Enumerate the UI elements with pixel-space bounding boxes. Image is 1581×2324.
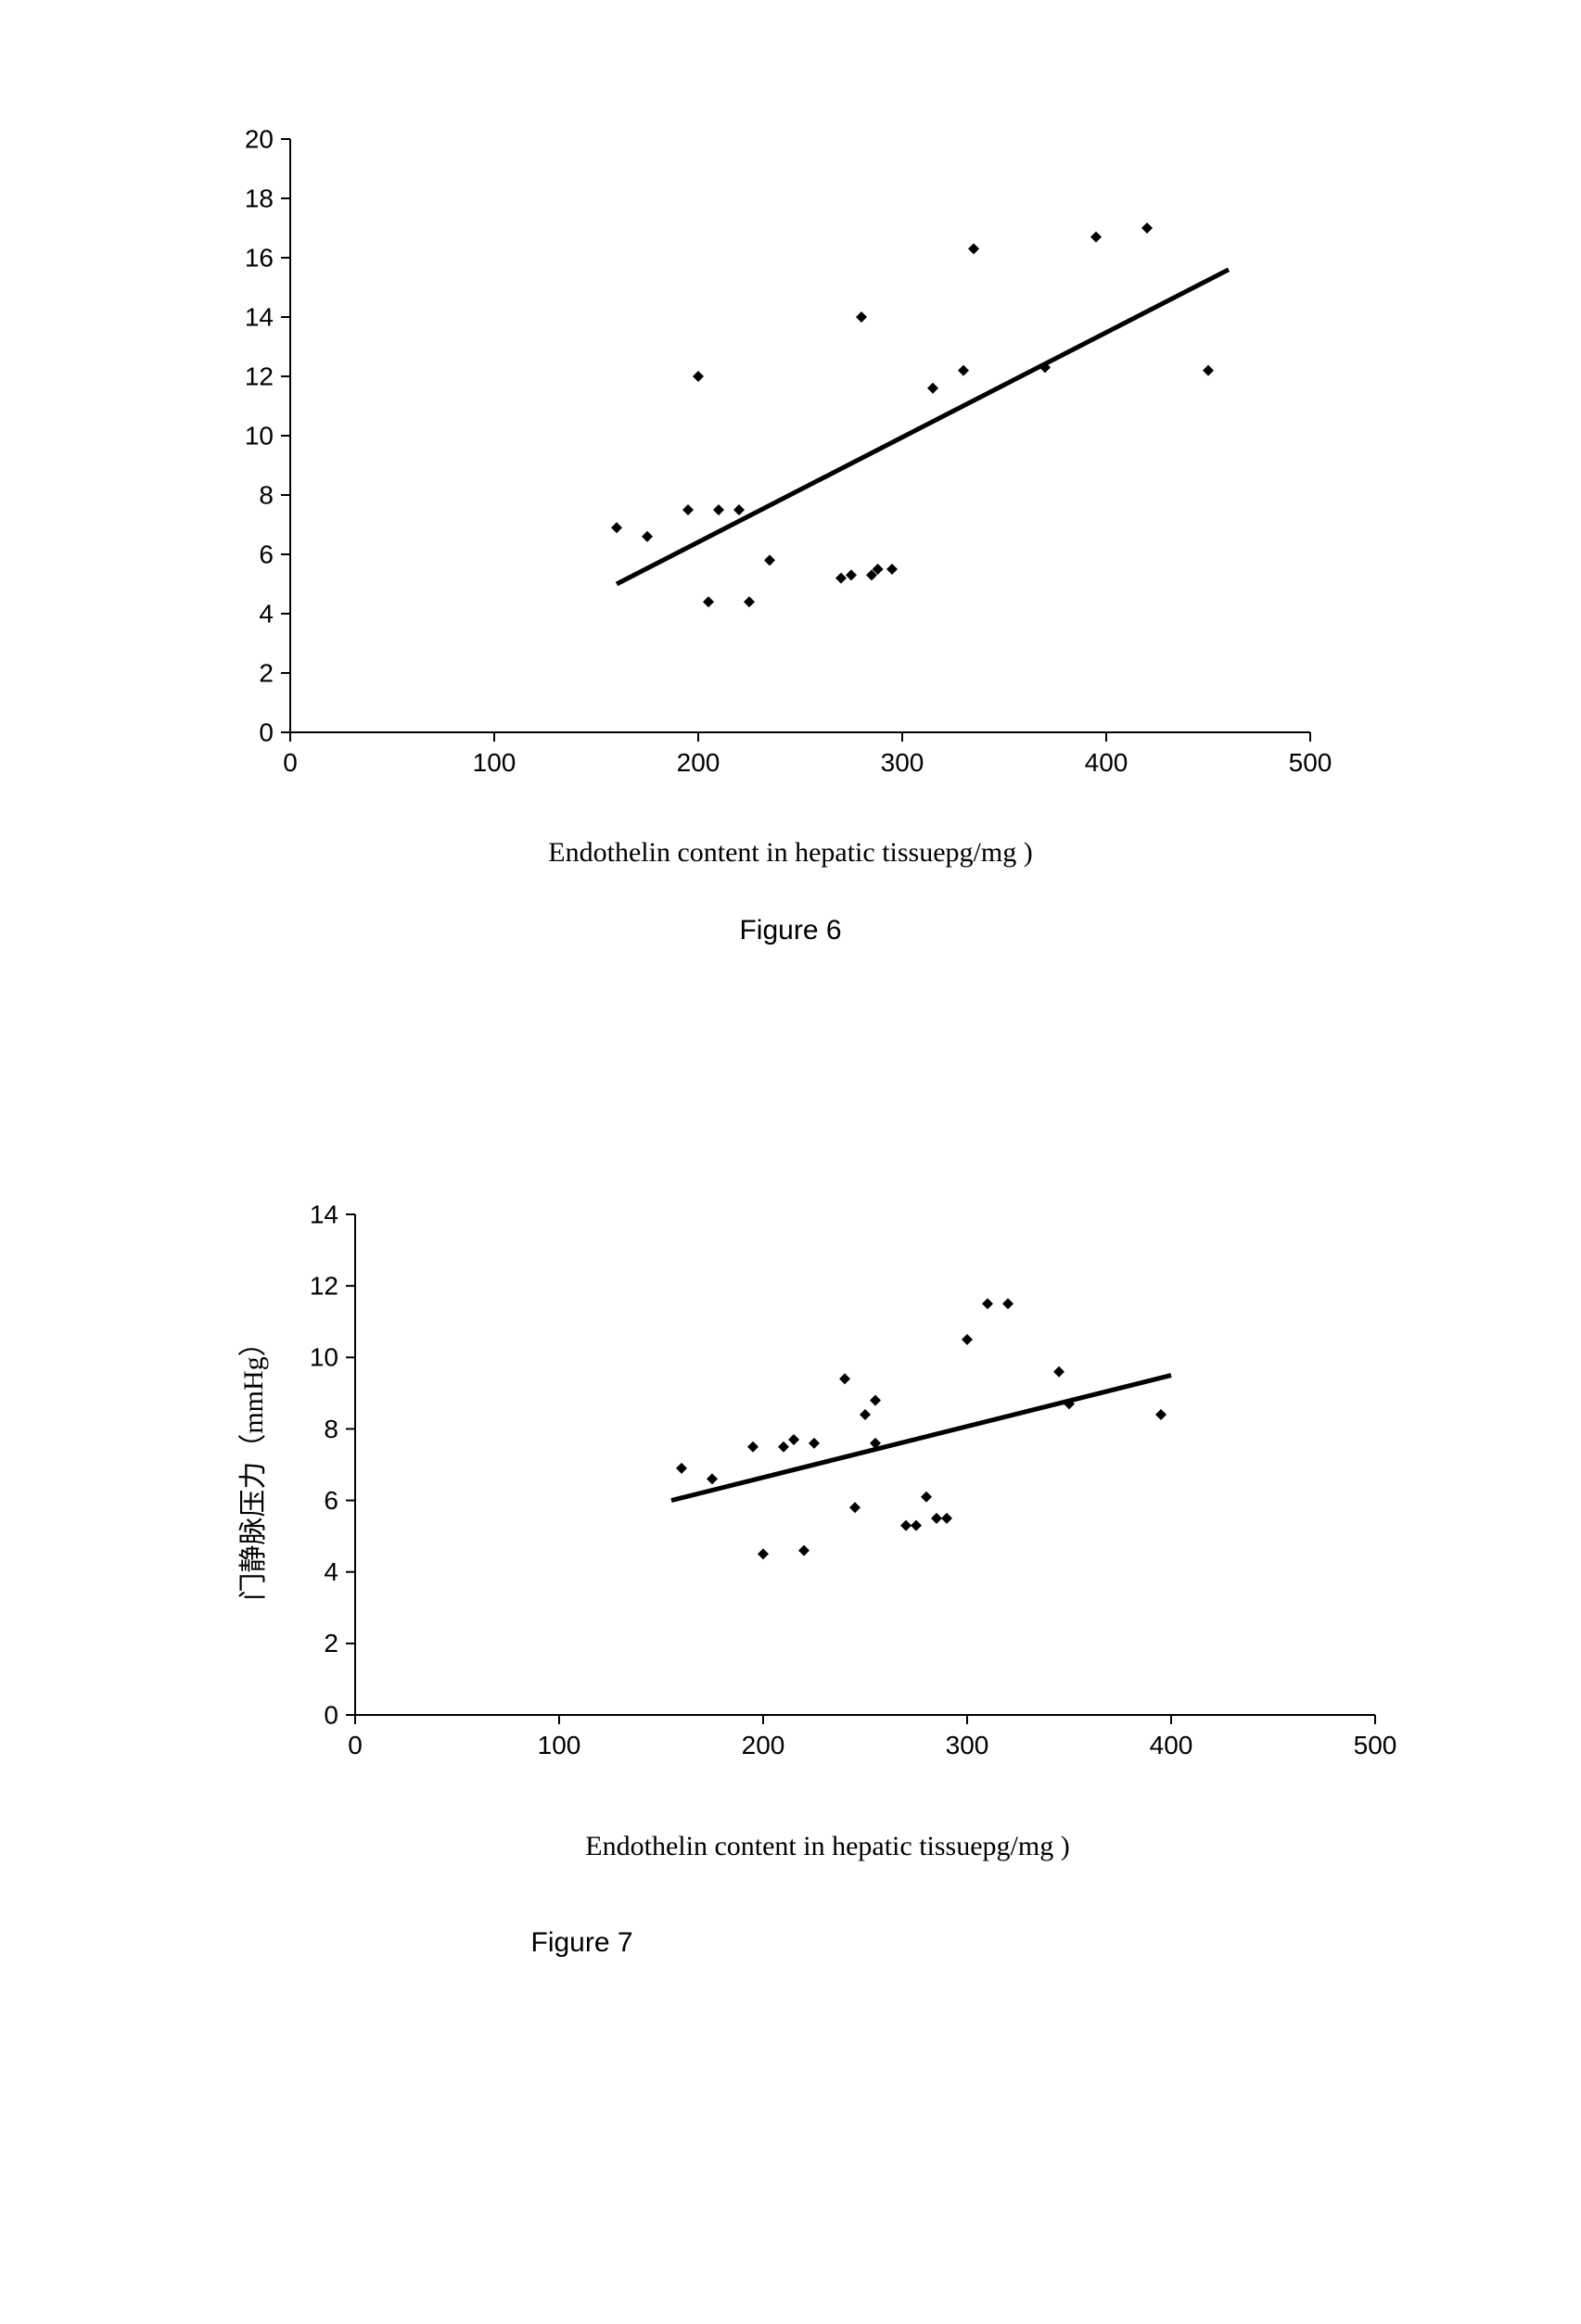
svg-text:100: 100 bbox=[472, 748, 516, 777]
svg-text:8: 8 bbox=[259, 480, 274, 509]
svg-text:6: 6 bbox=[324, 1486, 338, 1515]
svg-text:门静脉压力（mmHg）: 门静脉压力（mmHg） bbox=[238, 1328, 269, 1600]
figure-7-number: Figure 7 bbox=[142, 1927, 1440, 1959]
svg-text:14: 14 bbox=[309, 1200, 338, 1228]
svg-text:18: 18 bbox=[244, 184, 273, 212]
figure-6-xlabel: Endothelin content in hepatic tissuepg/m… bbox=[188, 837, 1394, 869]
svg-text:16: 16 bbox=[244, 243, 273, 272]
figure-6-number: Figure 6 bbox=[188, 915, 1394, 946]
svg-text:300: 300 bbox=[945, 1731, 988, 1759]
figure-6-block: 024681012141618200100200300400500 Endoth… bbox=[188, 83, 1394, 946]
svg-text:20: 20 bbox=[244, 124, 273, 153]
figure-7-block: 0 2 4 6 8 10 12 14 0 100 200 300 400 500 门静脉压力（mmHg） E… bbox=[142, 1140, 1440, 1959]
svg-text:0: 0 bbox=[283, 748, 298, 777]
svg-text:100: 100 bbox=[537, 1731, 580, 1759]
svg-text:200: 200 bbox=[676, 748, 720, 777]
svg-text:500: 500 bbox=[1353, 1731, 1396, 1759]
svg-text:200: 200 bbox=[741, 1731, 784, 1759]
svg-text:6: 6 bbox=[259, 540, 274, 568]
svg-text:0: 0 bbox=[348, 1731, 363, 1759]
figure-7-xlabel: Endothelin content in hepatic tissuepg/m… bbox=[142, 1831, 1440, 1862]
svg-text:10: 10 bbox=[244, 421, 273, 450]
svg-text:400: 400 bbox=[1084, 748, 1128, 777]
svg-text:14: 14 bbox=[244, 302, 273, 331]
svg-text:2: 2 bbox=[324, 1629, 338, 1657]
svg-text:12: 12 bbox=[244, 362, 273, 390]
page: 024681012141618200100200300400500 Endoth… bbox=[0, 0, 1581, 2324]
svg-text:400: 400 bbox=[1149, 1731, 1192, 1759]
svg-text:0: 0 bbox=[259, 718, 274, 746]
svg-text:10: 10 bbox=[309, 1343, 338, 1372]
svg-text:8: 8 bbox=[324, 1415, 338, 1443]
svg-text:300: 300 bbox=[880, 748, 924, 777]
figure-7-chart: 0 2 4 6 8 10 12 14 0 100 200 300 400 500 门静脉压力（mmHg） bbox=[142, 1140, 1440, 1789]
figure-6-chart: 024681012141618200100200300400500 bbox=[188, 83, 1394, 806]
svg-text:4: 4 bbox=[324, 1557, 338, 1586]
svg-text:500: 500 bbox=[1288, 748, 1332, 777]
svg-text:2: 2 bbox=[259, 658, 274, 687]
svg-text:0: 0 bbox=[324, 1700, 338, 1729]
svg-text:12: 12 bbox=[309, 1271, 338, 1300]
svg-text:4: 4 bbox=[259, 599, 274, 628]
